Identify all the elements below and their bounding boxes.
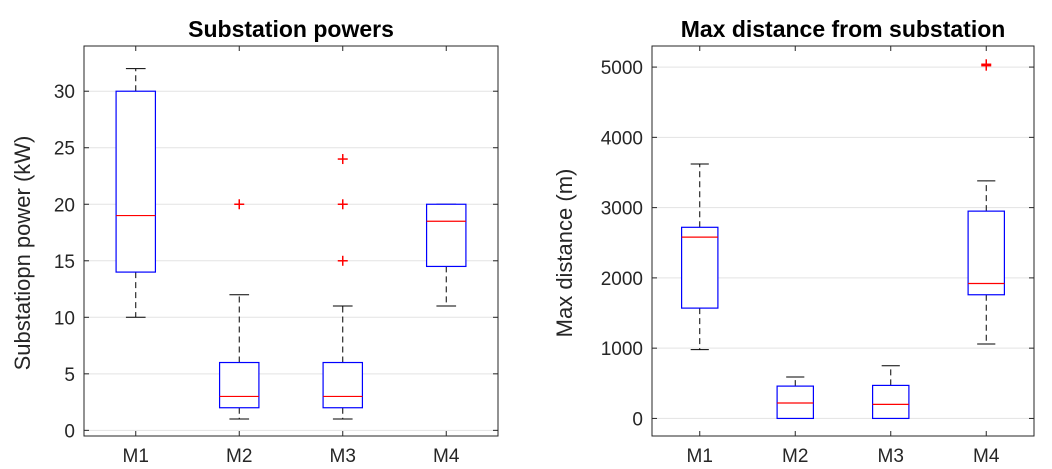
box-m1 [681, 163, 719, 351]
box-m4 [425, 203, 467, 307]
y-tick-label: 3000 [601, 199, 643, 220]
y-tick-label: 25 [54, 139, 75, 160]
outlier-marker [337, 154, 348, 165]
chart-title: Max distance from substation [681, 16, 1006, 42]
iqr-box [681, 226, 719, 309]
box-m2 [218, 199, 260, 420]
outlier-marker [337, 255, 348, 266]
y-axis-label: Max distance (m) [552, 169, 577, 338]
iqr-box [218, 361, 260, 409]
box-m3 [322, 154, 364, 420]
y-tick-label: 1000 [601, 339, 643, 360]
x-tick-label: M3 [878, 446, 904, 467]
x-tick-label: M1 [123, 446, 149, 467]
box-m4 [967, 59, 1005, 345]
y-tick-label: 30 [54, 82, 75, 103]
x-tick-label: M4 [433, 446, 460, 467]
iqr-box [776, 385, 814, 420]
iqr-box [115, 90, 157, 273]
iqr-box [425, 203, 467, 268]
y-tick-label: 20 [54, 195, 75, 216]
y-tick-label: 15 [54, 252, 75, 273]
chart-2: 0 1000 2000 3000 4000 5000 M1 M2 M3 M4 Max distanc… [552, 16, 1035, 467]
axes-frame [83, 45, 499, 437]
x-tick-label: M3 [330, 446, 356, 467]
y-tick-label: 0 [632, 409, 643, 430]
box-m1 [115, 68, 157, 318]
y-tick-label: 5 [64, 365, 75, 386]
x-tick-label: M1 [687, 446, 713, 467]
outlier-marker [337, 199, 348, 210]
y-tick-label: 10 [54, 308, 75, 329]
chart-1: 0 5 10 15 20 25 30 M1 M2 M3 M4 Substation powers Sub… [10, 16, 499, 467]
y-tick-label: 2000 [601, 269, 643, 290]
axes-frame [651, 45, 1035, 437]
y-tick-label: 5000 [601, 58, 643, 79]
iqr-box [322, 361, 364, 409]
iqr-box [967, 210, 1005, 296]
outlier-marker [234, 199, 245, 210]
box-m3 [872, 365, 910, 420]
y-axis-label: Substatiopn power (kW) [10, 136, 35, 371]
chart-title: Substation powers [188, 16, 394, 42]
x-tick-label: M4 [973, 446, 1000, 467]
outlier-marker [981, 59, 992, 70]
iqr-box [872, 384, 910, 420]
y-tick-label: 0 [64, 421, 75, 442]
y-tick-label: 4000 [601, 128, 643, 149]
x-tick-label: M2 [226, 446, 252, 467]
box-m2 [776, 376, 814, 420]
x-tick-label: M2 [782, 446, 808, 467]
